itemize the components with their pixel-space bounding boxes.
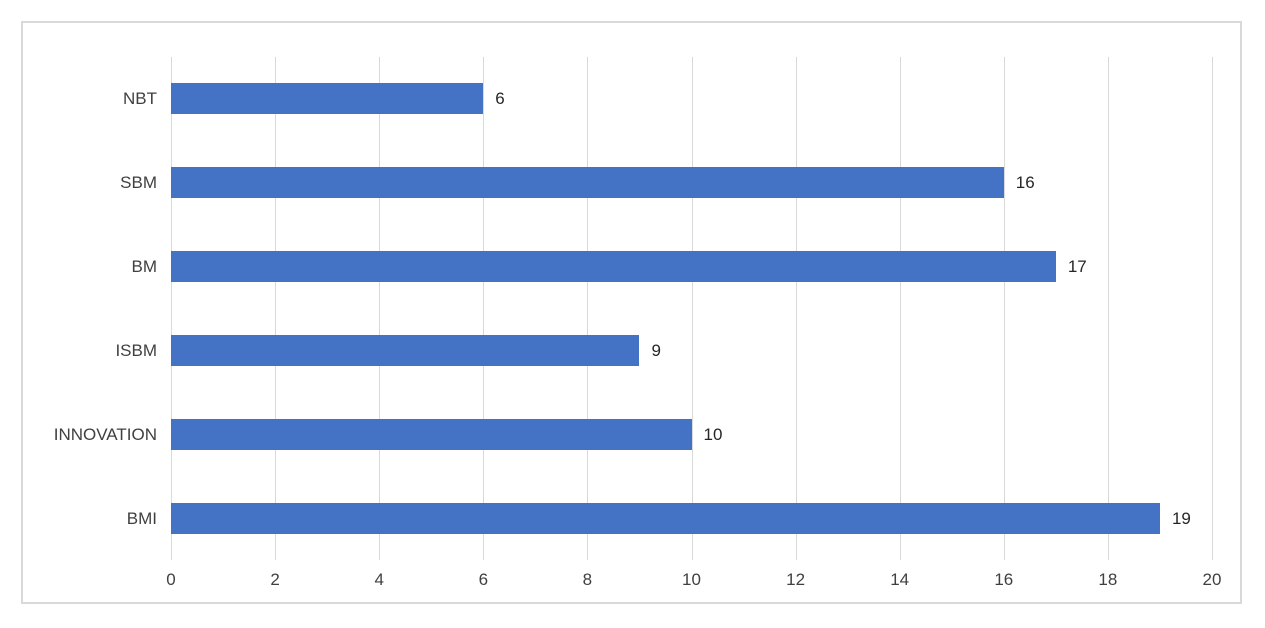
gridline	[1107, 57, 1109, 560]
gridline	[171, 57, 172, 560]
chart-container: 0 2 4 6 8 10 12 14 16 18 20 NBT 6 SBM 16 BM 17 ISBM 9 INNOV…	[21, 21, 1242, 604]
bar	[171, 83, 484, 115]
x-axis-tick-label: 0	[166, 570, 176, 589]
x-axis-tick-label: 4	[374, 570, 384, 589]
x-axis-tick-label: 16	[994, 570, 1014, 589]
bar-value-label: 19	[1171, 508, 1191, 528]
x-axis-tick-label: 2	[270, 570, 280, 589]
category-label: SBM	[120, 173, 157, 193]
x-axis-tick-label: 12	[786, 570, 806, 589]
category-label: NBT	[123, 89, 157, 109]
category-label: BMI	[126, 508, 157, 528]
gridline	[795, 57, 797, 560]
bar	[171, 502, 1160, 534]
x-axis-tick-label: 14	[890, 570, 910, 589]
x-axis-tick-label: 10	[682, 570, 701, 589]
gridline	[587, 57, 589, 560]
gridline	[483, 57, 485, 560]
x-axis-tick-label: 8	[582, 570, 593, 589]
x-axis-tick-label: 18	[1098, 570, 1118, 589]
bar	[171, 418, 692, 450]
bar-value-label: 17	[1067, 257, 1087, 277]
category-label: ISBM	[115, 340, 157, 360]
bar-value-label: 9	[651, 340, 661, 360]
gridline	[1212, 57, 1213, 560]
category-label: INNOVATION	[53, 424, 157, 444]
gridline	[899, 57, 901, 560]
x-axis-tick-label: 6	[478, 570, 489, 589]
gridline	[1003, 57, 1005, 560]
bar-value-label: 10	[703, 424, 723, 444]
gridline	[691, 57, 693, 560]
bar	[171, 334, 640, 366]
bar	[171, 167, 1004, 199]
bar	[171, 251, 1056, 283]
category-label: BM	[131, 257, 158, 277]
gridline	[379, 57, 381, 560]
bar-value-label: 16	[1015, 173, 1035, 193]
x-axis-tick-label: 20	[1202, 570, 1222, 589]
bar-value-label: 6	[495, 89, 505, 109]
gridline	[275, 57, 277, 560]
